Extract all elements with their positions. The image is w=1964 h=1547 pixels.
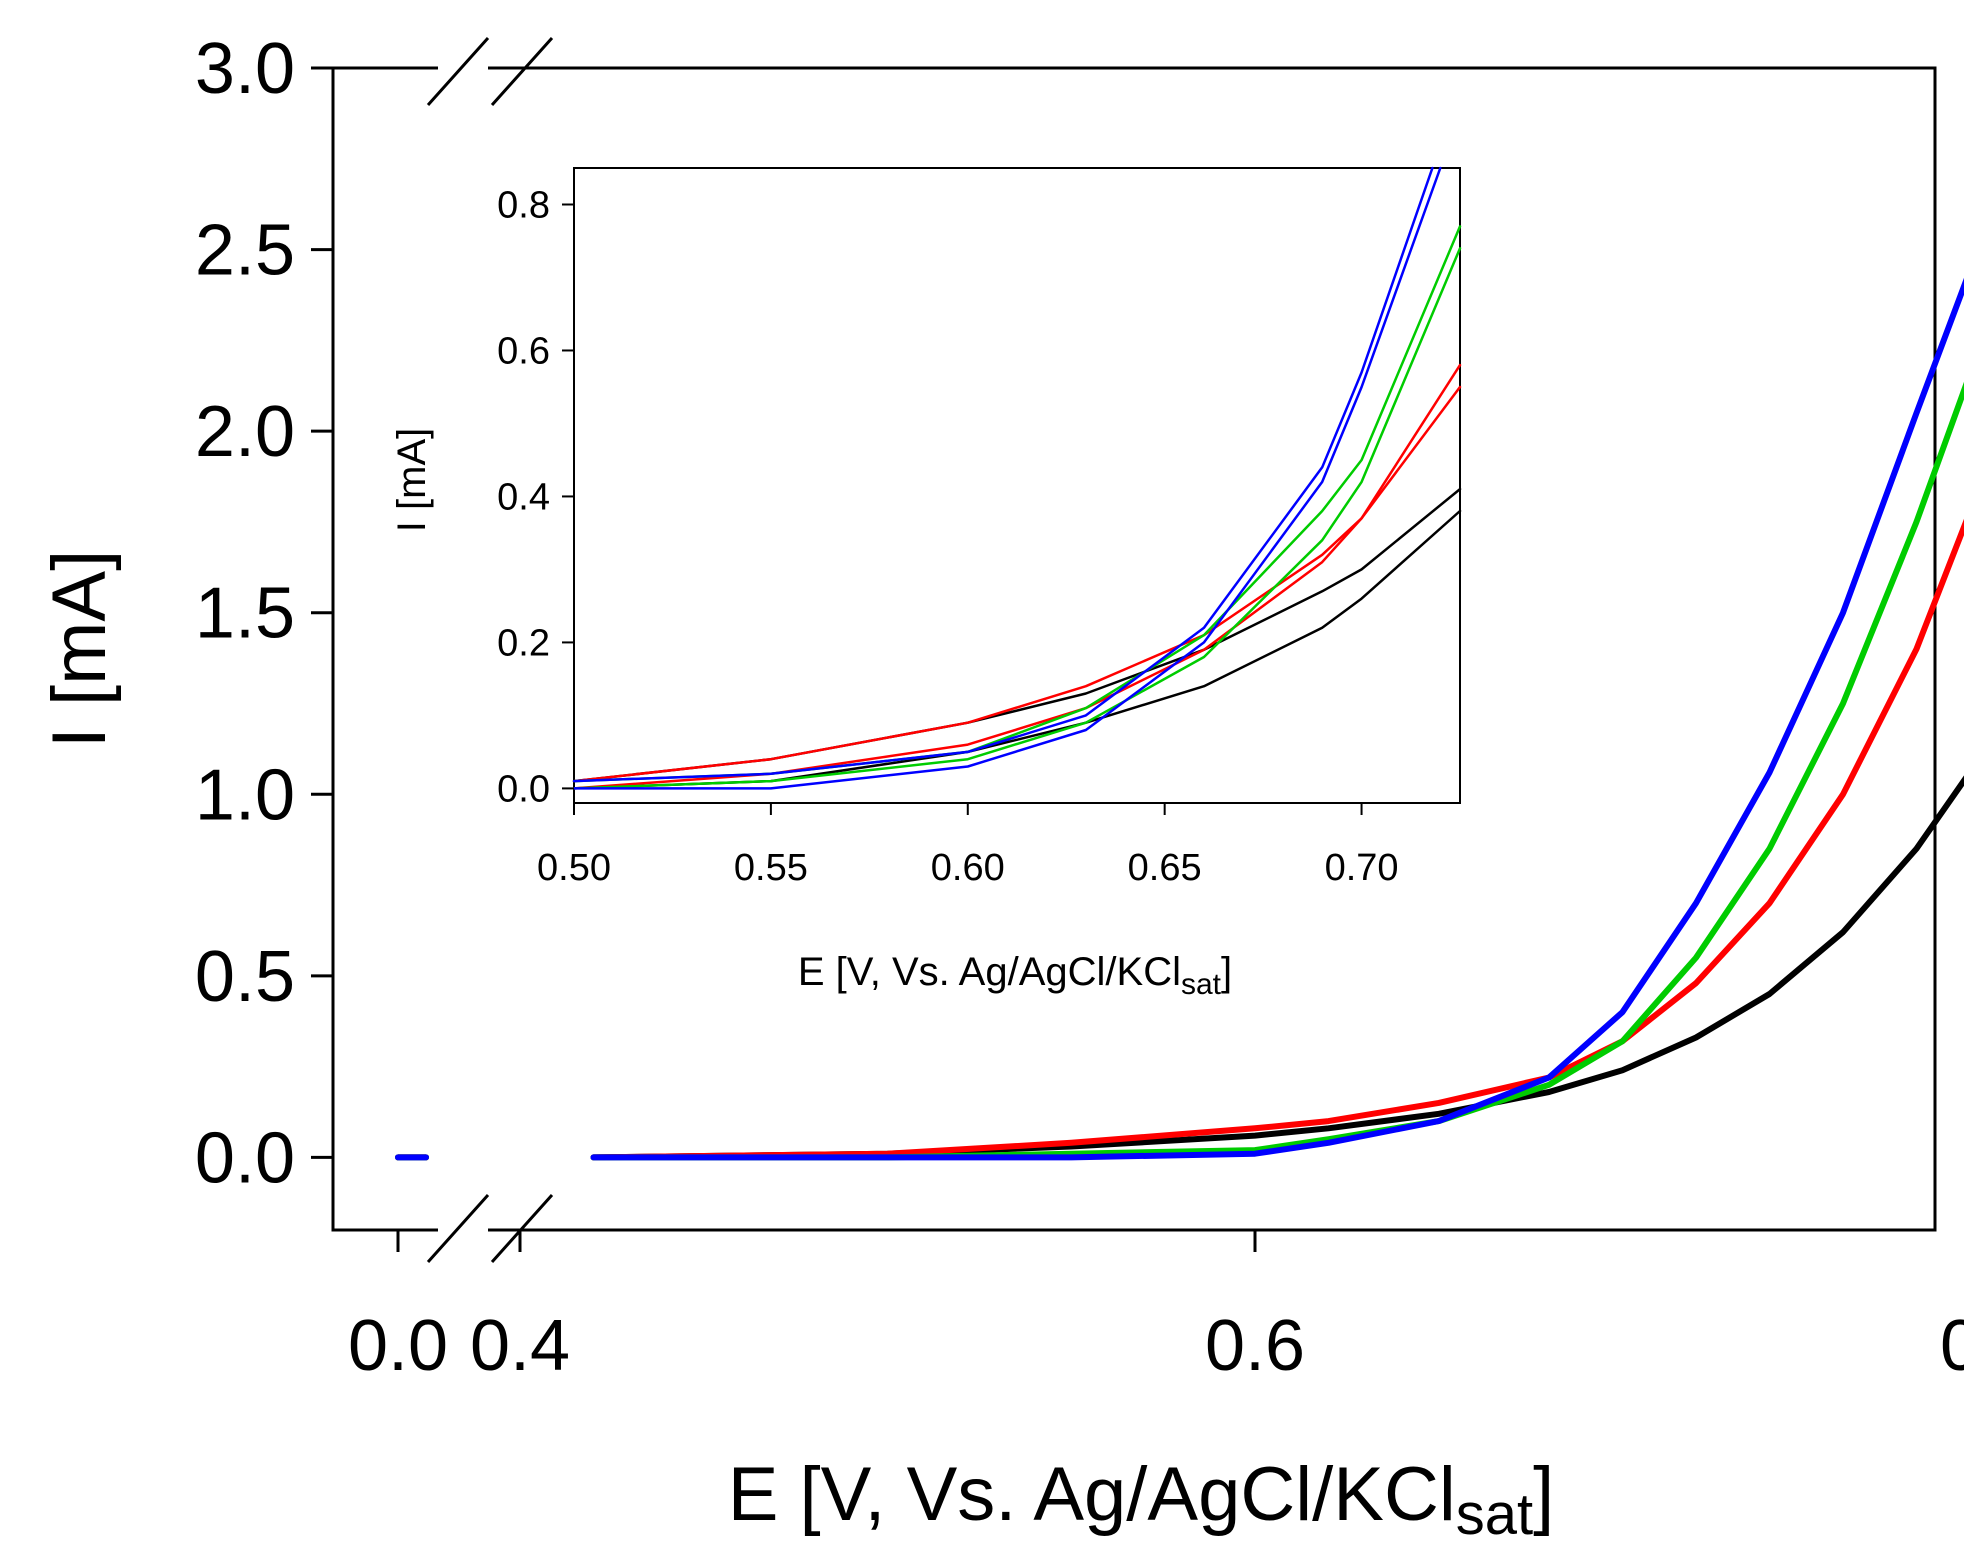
main-x-tick-label: 0.0 — [348, 1306, 448, 1386]
inset-series-blue-reverse — [572, 166, 1434, 783]
main-x-axis-label: E [V, Vs. Ag/AgCl/KClsat] — [728, 1452, 1554, 1547]
inset-y-ticks: 0.0 0.2 0.4 0.6 0.8 — [497, 184, 574, 810]
inset-plot-frame — [573, 167, 1461, 804]
inset-y-tick-label: 0.2 — [497, 622, 550, 664]
inset-curves — [572, 166, 1462, 790]
main-y-tick-label: 2.5 — [195, 211, 295, 291]
axis-break-bottom — [426, 1193, 554, 1270]
main-y-tick-label: 0.0 — [195, 1118, 295, 1198]
inset-x-ticks: 0.50 0.55 0.60 0.65 0.70 — [537, 803, 1399, 889]
inset-x-tick-label: 0.50 — [537, 847, 611, 889]
main-series-green — [590, 381, 1964, 1161]
inset-y-tick-label: 0.0 — [497, 768, 550, 810]
inset-background — [574, 168, 1460, 803]
main-y-tick-label: 1.5 — [195, 574, 295, 654]
inset-x-tick-label: 0.70 — [1325, 847, 1399, 889]
main-x-ticks: 0.0 0.4 0.6 0.8 — [348, 1230, 1964, 1386]
inset-series-green-forward — [572, 247, 1462, 790]
inset-x-axis-label: E [V, Vs. Ag/AgCl/KClsat] — [798, 950, 1232, 1001]
main-y-tick-label: 2.0 — [195, 392, 295, 472]
inset-plot: 0.0 0.2 0.4 0.6 0.8 0.50 0.55 0.60 0.65 0.70 E [… — [390, 166, 1462, 1001]
inset-y-tick-label: 0.6 — [497, 330, 550, 372]
main-y-ticks: 0.0 0.5 1.0 1.5 2.0 2.5 3.0 — [195, 29, 333, 1198]
inset-x-tick-label: 0.65 — [1128, 847, 1202, 889]
inset-series-blue-forward — [572, 166, 1442, 790]
main-curves — [395, 277, 1964, 1161]
main-x-tick-label: 0.6 — [1205, 1306, 1305, 1386]
main-y-tick-label: 3.0 — [195, 29, 295, 109]
inset-y-tick-label: 0.4 — [497, 476, 550, 518]
inset-y-axis-label: I [mA] — [390, 428, 434, 532]
main-x-tick-label: 0.4 — [470, 1306, 570, 1386]
main-y-tick-label: 0.5 — [195, 937, 295, 1017]
main-series-blue — [590, 277, 1964, 1161]
main-y-axis-label: I [mA] — [37, 550, 122, 748]
main-y-tick-label: 1.0 — [195, 755, 295, 835]
inset-y-tick-label: 0.8 — [497, 184, 550, 226]
main-plot-frame — [331, 66, 1937, 1232]
main-series-black — [590, 775, 1964, 1161]
main-x-tick-label: 0.8 — [1940, 1306, 1964, 1386]
inset-x-tick-label: 0.60 — [931, 847, 1005, 889]
main-plot: 0.0 0.5 1.0 1.5 2.0 2.5 3.0 0.0 0.4 0.6 0.8 E [V,… — [37, 29, 1964, 1547]
axis-break-top — [426, 30, 554, 110]
inset-x-tick-label: 0.55 — [734, 847, 808, 889]
